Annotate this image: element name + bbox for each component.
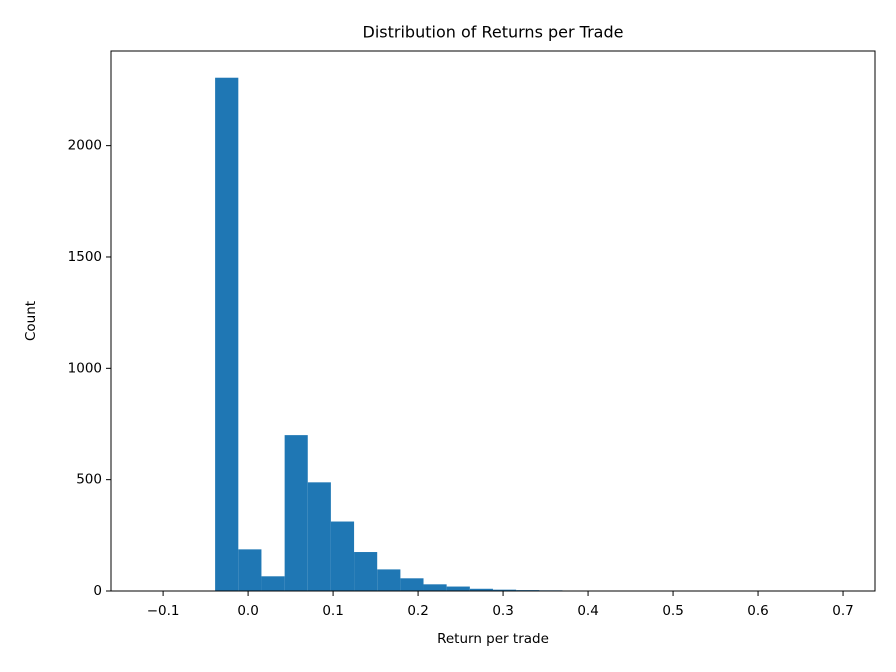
bar xyxy=(261,576,285,591)
x-tick-label: 0.0 xyxy=(237,603,258,619)
bar xyxy=(469,588,493,591)
y-axis-label: Count xyxy=(23,301,39,341)
bar xyxy=(307,482,331,591)
bar xyxy=(400,578,424,591)
bar xyxy=(354,552,378,591)
bar xyxy=(330,521,355,591)
bar xyxy=(284,435,308,591)
bar xyxy=(377,569,401,591)
y-tick-label: 2000 xyxy=(68,138,102,154)
x-tick-label: 0.7 xyxy=(832,603,853,619)
x-tick-label: 0.5 xyxy=(662,603,683,619)
y-tick-label: 1500 xyxy=(68,249,102,265)
y-tick-label: 1000 xyxy=(68,360,102,376)
bar xyxy=(446,586,470,591)
x-tick-label: −0.1 xyxy=(147,603,180,619)
bar xyxy=(215,77,239,591)
bar xyxy=(423,584,447,591)
x-tick-label: 0.6 xyxy=(747,603,768,619)
bar xyxy=(492,589,517,591)
plot-frame xyxy=(110,50,876,592)
y-tick-label: 0 xyxy=(93,583,102,599)
x-tick-label: 0.2 xyxy=(407,603,428,619)
chart-title: Distribution of Returns per Trade xyxy=(363,23,624,42)
bar xyxy=(238,549,262,591)
x-tick-label: 0.4 xyxy=(577,603,598,619)
x-tick-label: 0.3 xyxy=(492,603,513,619)
x-tick-label: 0.1 xyxy=(322,603,343,619)
x-axis-label: Return per trade xyxy=(437,631,549,647)
y-tick-label: 500 xyxy=(76,472,102,488)
